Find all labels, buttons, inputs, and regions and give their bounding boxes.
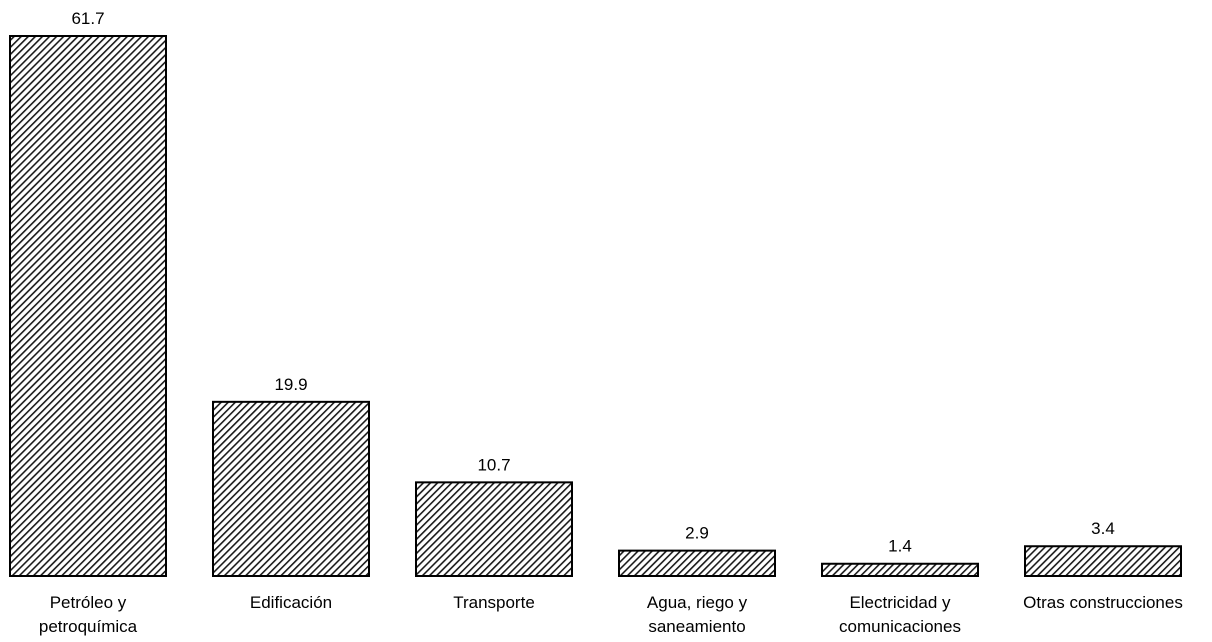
bars-group [9, 35, 1182, 578]
value-labels-group: 61.7 19.9 10.7 2.9 1.4 3.4 [71, 9, 1114, 556]
category-label-2-line-0: Transporte [453, 593, 535, 612]
value-label-3: 2.9 [685, 524, 709, 543]
bar-1 [212, 400, 370, 577]
category-label-0-line-0: Petróleo y [50, 593, 127, 612]
value-label-5: 3.4 [1091, 519, 1115, 538]
bar-0 [9, 35, 167, 577]
bar-3 [618, 549, 776, 578]
bar-2 [415, 481, 573, 578]
category-labels-group: Petróleo y petroquímica Edificación Transpo… [39, 593, 1183, 636]
value-label-2: 10.7 [477, 455, 510, 474]
bar-4 [821, 562, 979, 578]
value-label-4: 1.4 [888, 537, 912, 556]
category-label-3-line-1: saneamiento [648, 617, 745, 636]
value-label-1: 19.9 [274, 375, 307, 394]
category-label-5-line-0: Otras construcciones [1023, 593, 1183, 612]
bar-5 [1024, 545, 1182, 577]
category-label-1-line-0: Edificación [250, 593, 332, 612]
category-label-3-line-0: Agua, riego y [647, 593, 748, 612]
category-label-4-line-1: comunicaciones [839, 617, 961, 636]
category-label-4-line-0: Electricidad y [849, 593, 951, 612]
category-label-0-line-1: petroquímica [39, 617, 138, 636]
value-label-0: 61.7 [71, 9, 104, 28]
